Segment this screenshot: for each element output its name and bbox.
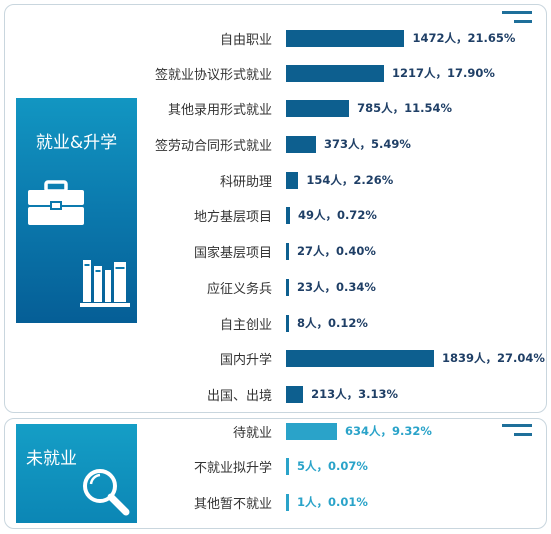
employment-section-block: 就业&升学 [16,98,137,323]
value-label: 213人，3.13% [311,387,399,401]
category-label: 不就业拟升学 [193,461,272,476]
bar [286,457,289,475]
value-label: 785人，11.54% [357,101,453,115]
value-label: 23人，0.34% [297,280,376,294]
category-label: 应征义务兵 [206,282,272,297]
category-label: 出国、出境 [206,389,272,404]
value-label: 1人，0.01% [297,495,368,509]
briefcase-icon [28,180,84,225]
decorative-lines [502,11,532,23]
bar [286,349,434,367]
category-label: 国家基层项目 [193,246,272,261]
category-label: 其他暂不就业 [193,497,272,512]
value-label: 1472人，21.65% [412,31,516,45]
category-label: 其他录用形式就业 [167,103,272,118]
bar [286,493,289,511]
value-label: 1839人，27.04% [442,351,545,365]
bar [286,171,299,189]
category-label: 签劳动合同形式就业 [154,139,272,154]
bar [286,314,289,332]
value-label: 27人，0.40% [297,244,376,258]
value-label: 154人，2.26% [306,173,394,187]
category-label: 科研助理 [219,175,272,190]
category-label: 自由职业 [219,33,272,48]
category-label: 自主创业 [219,318,272,333]
books-icon [80,260,130,307]
bar [286,278,289,296]
bar [286,29,405,47]
bar [286,64,384,82]
unemployed-section-title: 未就业 [26,449,77,469]
value-label: 49人，0.72% [297,208,377,222]
unemployed-section-block: 未就业 [16,424,137,523]
value-label: 373人，5.49% [324,137,411,151]
bar [286,242,289,260]
value-label: 1217人，17.90% [391,66,495,80]
category-label: 国内升学 [219,353,272,368]
bar [286,99,350,117]
employment-section-title: 就业&升学 [35,133,118,153]
decorative-lines [502,424,532,436]
bar [286,206,290,224]
bar [286,385,304,403]
bar [286,135,317,153]
value-label: 634人，9.32% [345,424,432,438]
category-label: 地方基层项目 [193,210,272,225]
category-label: 待就业 [232,426,272,441]
value-label: 5人，0.07% [297,459,368,473]
magnifier-icon [83,469,130,516]
value-label: 8人，0.12% [297,316,368,330]
category-label: 签就业协议形式就业 [154,68,272,83]
bar [286,422,338,440]
